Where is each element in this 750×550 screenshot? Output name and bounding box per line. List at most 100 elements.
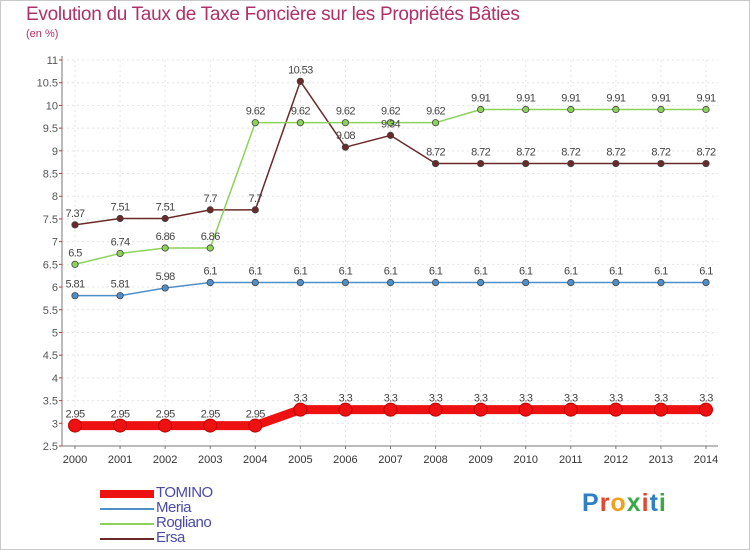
point-meria [477, 278, 485, 287]
data-label-ersa: 8.72 [651, 147, 670, 159]
data-label-meria: 6.1 [699, 266, 713, 278]
legend-label: Ersa [156, 529, 185, 546]
data-label-rogliano: 9.62 [426, 106, 445, 118]
point-tomino [383, 402, 398, 417]
y-tick-label: 9 [52, 146, 58, 158]
y-tick-label: 8 [52, 191, 58, 203]
data-label-meria: 6.1 [564, 266, 578, 278]
point-rogliano [522, 105, 530, 114]
y-tick-label: 4 [52, 373, 58, 385]
data-label-rogliano: 9.91 [696, 92, 715, 104]
data-label-ersa: 9.08 [336, 130, 355, 142]
point-meria [431, 278, 440, 287]
point-tomino [473, 402, 488, 417]
x-tick-label: 2010 [513, 454, 537, 466]
data-label-meria: 6.1 [384, 266, 398, 278]
point-ersa [657, 159, 665, 168]
logo-letter: i [641, 489, 650, 517]
point-ersa [477, 159, 485, 168]
data-label-ersa: 10.53 [288, 64, 313, 76]
y-tick-label: 5 [52, 327, 58, 339]
point-meria [296, 278, 304, 287]
chart-subtitle: (en %) [26, 28, 59, 40]
data-label-rogliano: 6.5 [68, 247, 82, 259]
point-rogliano [431, 119, 440, 127]
point-ersa [251, 206, 259, 214]
y-tick-label: 2.5 [43, 441, 58, 453]
y-tick-label: 9.5 [43, 123, 58, 135]
point-ersa [386, 131, 395, 139]
data-label-tomino: 2.95 [111, 409, 130, 421]
data-label-tomino: 3.3 [474, 393, 488, 405]
data-label-rogliano: 9.91 [651, 92, 670, 104]
point-ersa [116, 214, 124, 223]
data-label-ersa: 7.51 [156, 201, 175, 213]
point-ersa [296, 77, 304, 85]
data-label-tomino: 3.3 [699, 393, 713, 405]
point-meria [206, 278, 214, 287]
data-label-ersa: 8.72 [696, 147, 715, 159]
point-rogliano [702, 105, 710, 114]
x-tick-label: 2008 [423, 454, 447, 466]
point-ersa [161, 214, 169, 223]
point-tomino [338, 402, 353, 417]
logo-letter: P [582, 489, 600, 517]
data-label-rogliano: 9.91 [516, 92, 535, 104]
data-label-rogliano: 9.91 [606, 92, 625, 104]
point-tomino [248, 418, 263, 433]
data-label-tomino: 2.95 [65, 409, 84, 421]
legend-label: Meria [156, 499, 192, 516]
y-tick-label: 7 [52, 237, 58, 249]
data-label-rogliano: 6.74 [111, 236, 130, 248]
data-label-tomino: 2.95 [201, 409, 220, 421]
point-tomino [113, 418, 128, 433]
data-label-meria: 6.1 [339, 266, 353, 278]
data-label-meria: 6.1 [294, 266, 308, 278]
proxiti-logo: Proxiti [582, 489, 667, 518]
point-rogliano [71, 260, 79, 268]
point-ersa [567, 159, 575, 168]
logo-letter: r [599, 489, 611, 517]
data-label-rogliano: 9.62 [291, 106, 310, 118]
point-rogliano [296, 119, 304, 127]
y-tick-label: 10.5 [37, 78, 58, 90]
y-tick-label: 11 [47, 55, 58, 67]
point-meria [386, 278, 395, 287]
data-label-rogliano: 6.86 [156, 231, 175, 243]
point-rogliano [657, 105, 665, 114]
x-tick-label: 2006 [333, 454, 357, 466]
data-label-meria: 5.98 [156, 271, 175, 283]
point-meria [161, 284, 169, 292]
x-tick-label: 2002 [153, 454, 177, 466]
data-label-tomino: 3.3 [429, 393, 443, 405]
data-label-meria: 6.1 [519, 266, 533, 278]
data-label-meria: 6.1 [203, 266, 217, 278]
data-label-ersa: 8.72 [516, 147, 535, 159]
point-rogliano [161, 244, 169, 252]
point-tomino [203, 418, 218, 433]
point-ersa [341, 143, 350, 151]
y-tick-label: 7.5 [43, 214, 58, 226]
point-meria [522, 278, 530, 287]
point-rogliano [612, 105, 620, 114]
data-label-rogliano: 9.91 [561, 92, 580, 104]
data-label-tomino: 3.3 [339, 393, 353, 405]
point-ersa [71, 221, 79, 229]
data-label-meria: 6.1 [654, 266, 668, 278]
point-meria [341, 278, 350, 287]
data-label-ersa: 9.34 [381, 118, 400, 130]
data-label-tomino: 2.95 [246, 409, 265, 421]
data-label-tomino: 3.3 [384, 393, 398, 405]
point-rogliano [116, 249, 124, 258]
logo-letter: x [626, 489, 642, 517]
data-label-rogliano: 9.62 [246, 106, 265, 118]
data-label-tomino: 3.3 [654, 393, 668, 405]
data-label-meria: 6.1 [429, 266, 443, 278]
data-label-tomino: 3.3 [609, 393, 623, 405]
point-ersa [522, 159, 530, 168]
data-label-rogliano: 9.62 [336, 106, 355, 118]
legend-swatch [100, 523, 154, 525]
point-meria [116, 292, 124, 300]
